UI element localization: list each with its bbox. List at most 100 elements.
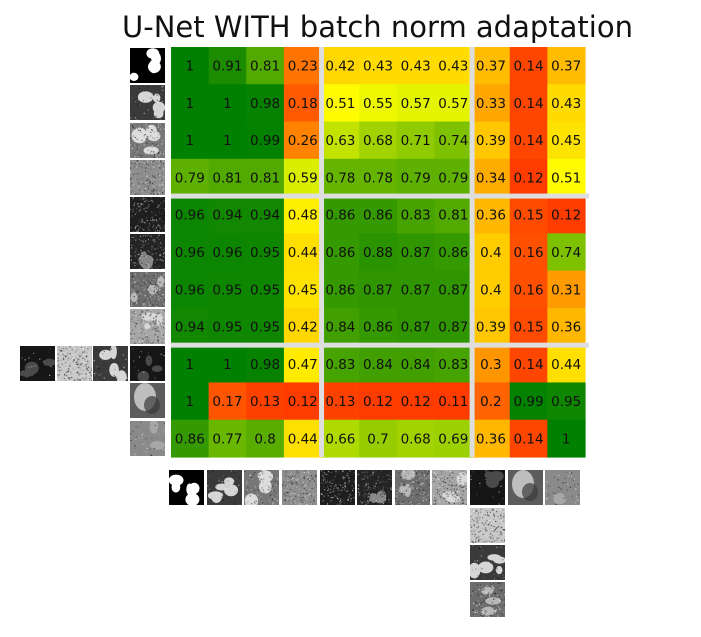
heatmap-cell [396, 84, 436, 123]
cell-value-label: 0.36 [476, 431, 506, 447]
heatmap-cell [208, 233, 247, 272]
cell-value-label: 0.14 [514, 431, 544, 447]
heatmap-cell [283, 233, 323, 272]
cell-value-label: 0.13 [250, 394, 280, 410]
heatmap-cell [434, 121, 473, 160]
cell-value-label: 0.14 [514, 59, 544, 75]
heatmap-cell [171, 121, 210, 160]
cell-value-label: 0.86 [438, 245, 468, 261]
cell-value-label: 0.16 [514, 245, 544, 261]
heatmap-cell [208, 382, 247, 421]
heatmap-cell [396, 382, 436, 421]
column-thumbnail [282, 470, 317, 505]
heatmap-cell [208, 158, 247, 197]
cell-value-label: 0.94 [212, 208, 242, 224]
heatmap-cell [396, 270, 436, 309]
heatmap-cell [246, 121, 285, 160]
cell-value-label: 1 [186, 133, 195, 149]
cell-value-label: 0.86 [325, 282, 355, 298]
heatmap-cell [321, 84, 360, 123]
heatmap-cell [171, 196, 210, 234]
heatmap-cell [472, 121, 511, 160]
heatmap-cell [547, 84, 586, 123]
cell-value-label: 0.91 [212, 59, 242, 75]
cell-value-label: 0.78 [325, 170, 355, 186]
cell-value-label: 0.87 [401, 282, 431, 298]
row-thumbnail [130, 421, 165, 456]
heatmap-cell [171, 47, 210, 85]
heatmap-cell [359, 382, 398, 421]
heatmap-cell [283, 345, 323, 384]
heatmap-cell [434, 382, 473, 421]
heatmap-cell [434, 84, 473, 123]
column-group-separator [319, 47, 325, 457]
heatmap-cell [547, 382, 586, 421]
heatmap-cell [547, 307, 586, 346]
row-thumbnail [130, 85, 165, 120]
heatmap-cell [321, 121, 360, 160]
cell-value-label: 0.42 [288, 320, 318, 336]
cell-value-label: 0.69 [438, 431, 468, 447]
heatmap-cell [283, 121, 323, 160]
heatmap-cell [434, 307, 473, 346]
cell-value-label: 0.84 [363, 357, 393, 373]
heatmap-cell [547, 233, 586, 272]
heatmap-cell [434, 196, 473, 234]
heatmap-cell [321, 196, 360, 234]
column-thumbnail [357, 470, 392, 505]
heatmap-cell [208, 47, 247, 85]
heatmap-cell [359, 270, 398, 309]
heatmap-cell [246, 84, 285, 123]
heatmap-cell [509, 84, 548, 123]
row-thumbnail [130, 383, 165, 418]
row-thumbnail [130, 272, 165, 307]
heatmap-cell [396, 158, 436, 197]
cell-value-label: 0.81 [250, 170, 280, 186]
cell-value-label: 0.84 [325, 320, 355, 336]
heatmap-cell [509, 419, 548, 458]
heatmap-cell [509, 307, 548, 346]
cell-value-label: 0.26 [288, 133, 318, 149]
cell-value-label: 0.4 [480, 282, 501, 298]
cell-value-label: 0.12 [401, 394, 431, 410]
cell-value-label: 0.42 [325, 59, 355, 75]
heatmap-cell [246, 47, 285, 85]
heatmap-cell [246, 270, 285, 309]
cell-value-label: 0.33 [476, 96, 506, 112]
heatmap-cell [208, 196, 247, 234]
cell-value-label: 0.74 [551, 245, 581, 261]
cell-value-label: 0.88 [363, 245, 393, 261]
cell-value-label: 0.44 [551, 357, 581, 373]
cell-value-label: 0.81 [212, 170, 242, 186]
cell-value-label: 0.14 [514, 133, 544, 149]
heatmap-cell [509, 233, 548, 272]
cell-value-label: 0.15 [514, 208, 544, 224]
heatmap-cell [246, 233, 285, 272]
heatmap-cell [434, 270, 473, 309]
cell-value-label: 0.87 [438, 282, 468, 298]
cell-value-label: 0.71 [401, 133, 431, 149]
heatmap-cell [509, 158, 548, 197]
cell-value-label: 0.43 [438, 59, 468, 75]
cell-value-label: 0.84 [401, 357, 431, 373]
cell-value-label: 0.59 [288, 170, 318, 186]
cell-value-label: 0.36 [551, 320, 581, 336]
heatmap-cell [359, 196, 398, 234]
cell-value-label: 0.43 [401, 59, 431, 75]
cell-value-label: 0.83 [438, 357, 468, 373]
cell-value-label: 0.12 [551, 208, 581, 224]
heatmap-cell [171, 345, 210, 384]
heatmap-cell [359, 345, 398, 384]
heatmap-cell [321, 419, 360, 458]
heatmap-cell [509, 47, 548, 85]
cell-value-label: 0.99 [514, 394, 544, 410]
cell-value-label: 0.36 [476, 208, 506, 224]
cell-value-label: 0.95 [250, 282, 280, 298]
cell-value-label: 0.86 [175, 431, 205, 447]
row-thumbnail [130, 48, 165, 83]
heatmap-cell [434, 158, 473, 197]
heatmap-cell [472, 307, 511, 346]
heatmap-cell [321, 345, 360, 384]
cell-value-label: 0.8 [254, 431, 275, 447]
cell-value-label: 0.18 [288, 96, 318, 112]
